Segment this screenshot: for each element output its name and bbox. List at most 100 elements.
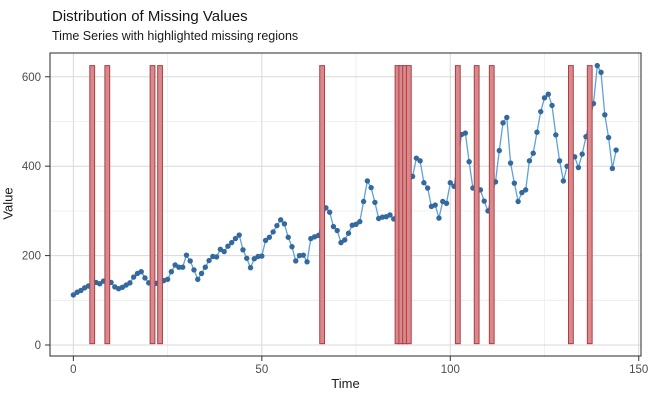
data-point: [142, 275, 148, 281]
data-point: [176, 264, 182, 270]
data-point: [372, 199, 378, 206]
data-point: [293, 258, 299, 264]
data-point: [496, 147, 502, 154]
data-point: [519, 189, 525, 196]
data-point: [560, 178, 567, 184]
missing-region-bar: [454, 65, 461, 345]
data-point: [240, 247, 246, 253]
data-point: [97, 281, 103, 287]
y-axis-title: Value: [0, 187, 16, 220]
data-point: [605, 134, 612, 141]
data-point: [360, 198, 367, 205]
data-point: [130, 274, 137, 280]
data-point: [432, 202, 438, 208]
data-point: [500, 120, 506, 126]
data-point: [164, 276, 171, 282]
data-point: [504, 114, 510, 121]
missing-region-bar: [157, 65, 163, 345]
data-point: [387, 212, 393, 218]
data-point: [225, 243, 231, 249]
data-point: [213, 254, 220, 260]
data-point: [281, 221, 288, 227]
x-tick-label: 150: [629, 364, 648, 376]
x-tick-label: 50: [255, 364, 268, 376]
data-point: [266, 234, 273, 240]
data-point: [526, 158, 533, 164]
data-point: [602, 112, 608, 118]
chart-subtitle: Time Series with highlighted missing reg…: [52, 29, 299, 43]
missing-region-bar: [89, 65, 96, 345]
missing-region-bar: [488, 65, 495, 345]
data-point: [364, 178, 371, 184]
y-tick-label: 0: [35, 340, 41, 352]
missing-region-bar: [567, 65, 574, 345]
data-point: [179, 264, 186, 270]
missing-region-bar: [586, 65, 593, 345]
data-point: [515, 198, 521, 205]
data-point: [609, 165, 616, 172]
missing-region-bar: [149, 65, 156, 345]
data-point: [436, 215, 442, 221]
y-tick-label: 400: [22, 161, 41, 173]
data-point: [187, 258, 193, 264]
data-point: [228, 239, 235, 246]
data-point: [342, 237, 348, 243]
data-point: [259, 253, 265, 259]
data-point: [138, 268, 144, 275]
missing-region-bar: [473, 65, 480, 345]
data-point: [556, 158, 563, 164]
data-point: [413, 155, 420, 161]
data-point: [244, 255, 250, 261]
data-point: [575, 164, 582, 171]
data-point: [357, 218, 363, 225]
data-point: [511, 180, 518, 186]
data-point: [530, 150, 536, 156]
data-point: [462, 130, 469, 136]
data-point: [443, 200, 450, 206]
data-point: [183, 252, 190, 258]
data-point: [326, 209, 333, 215]
data-point: [345, 230, 352, 236]
data-point: [421, 180, 427, 186]
data-point: [613, 147, 619, 153]
data-point: [353, 221, 359, 228]
data-point: [334, 227, 340, 234]
data-point: [368, 184, 374, 191]
data-point: [300, 252, 306, 258]
missing-region-bar: [405, 65, 412, 345]
data-point: [277, 217, 284, 223]
data-point: [522, 187, 529, 193]
data-point: [289, 243, 295, 250]
data-point: [598, 69, 604, 76]
missing-region-bar: [104, 65, 111, 345]
data-point: [330, 223, 337, 230]
data-point: [549, 102, 555, 109]
data-point: [447, 180, 453, 186]
data-point: [221, 248, 227, 255]
data-point: [338, 239, 344, 246]
data-point: [232, 235, 239, 242]
data-point: [270, 229, 276, 235]
data-point: [304, 259, 310, 265]
data-point: [466, 159, 472, 165]
data-point: [507, 160, 514, 166]
data-point: [168, 268, 175, 275]
chart-title: Distribution of Missing Values: [52, 8, 248, 25]
data-point: [579, 151, 585, 157]
data-point: [545, 91, 551, 97]
data-point: [198, 270, 205, 277]
data-point: [70, 292, 77, 298]
data-point: [417, 158, 423, 164]
data-point: [538, 108, 544, 115]
x-axis-title: Time: [331, 376, 360, 391]
data-point: [285, 234, 291, 240]
data-point: [274, 222, 280, 229]
data-point: [262, 237, 269, 244]
data-point: [202, 264, 208, 270]
data-point: [424, 185, 431, 191]
data-point: [481, 198, 487, 204]
data-point: [534, 129, 540, 135]
data-point: [236, 232, 242, 238]
